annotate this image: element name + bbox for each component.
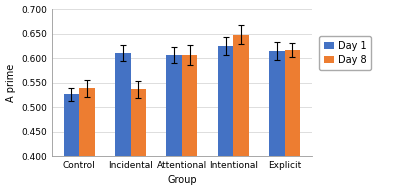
Bar [269,51,285,156]
X-axis label: Group: Group [167,176,197,185]
Bar [115,53,130,156]
Bar [64,94,79,156]
Legend: Day 1, Day 8: Day 1, Day 8 [320,36,372,70]
Bar [130,89,146,156]
Bar [285,50,300,156]
Bar [182,55,197,156]
Bar [166,55,182,156]
Bar [233,35,249,156]
Y-axis label: A prime: A prime [6,63,16,102]
Bar [218,46,233,156]
Bar [79,88,94,156]
